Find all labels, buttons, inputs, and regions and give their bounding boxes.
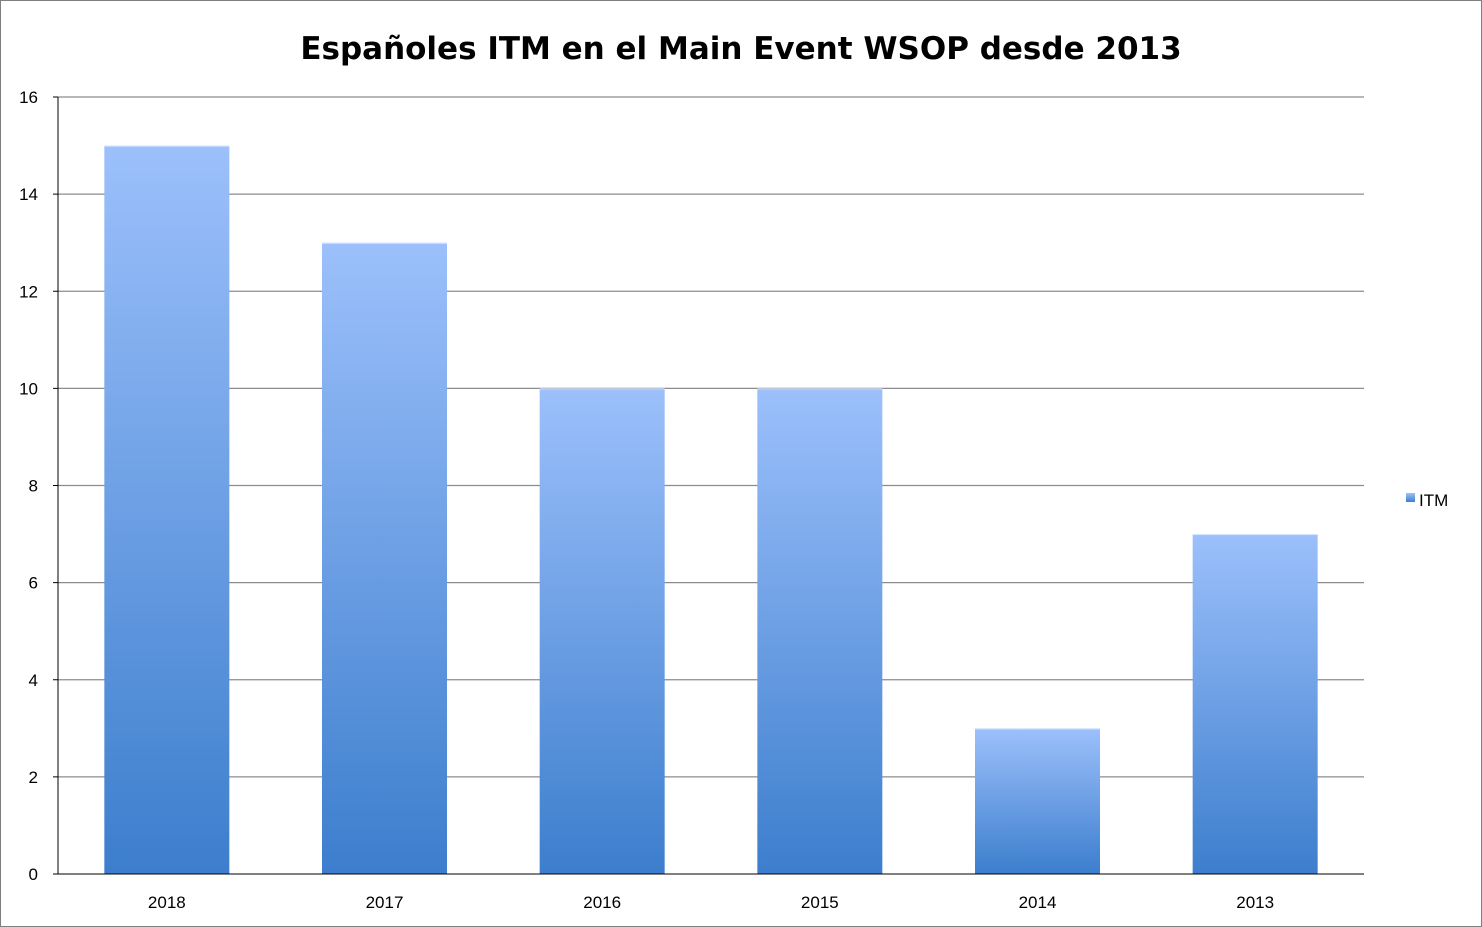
x-tick-label: 2018	[148, 893, 186, 912]
grid-lines	[53, 96, 1364, 875]
x-tick-label: 2017	[366, 893, 404, 912]
x-tick-label: 2016	[583, 893, 621, 912]
y-tick-label: 4	[29, 671, 38, 690]
y-tick-label: 16	[19, 88, 38, 107]
axes	[53, 97, 1364, 875]
bar-2013	[1192, 534, 1318, 874]
y-tick-label: 10	[19, 379, 38, 398]
bar-2015	[757, 388, 883, 874]
y-tick-label: 12	[19, 282, 38, 301]
y-tick-labels: 0 2 4 6 8 10 12 14 16	[19, 88, 38, 884]
y-tick-label: 6	[29, 574, 38, 593]
x-tick-label: 2015	[801, 893, 839, 912]
bars	[104, 145, 1318, 874]
y-tick-label: 2	[29, 768, 38, 787]
legend-swatch-itm	[1406, 493, 1415, 502]
legend-label-itm: ITM	[1419, 491, 1448, 510]
legend: ITM	[1406, 491, 1448, 510]
bar-2017	[322, 242, 447, 874]
bar-2016	[539, 388, 665, 874]
y-tick-label: 14	[19, 185, 38, 204]
x-tick-label: 2013	[1236, 893, 1274, 912]
x-tick-label: 2014	[1019, 893, 1057, 912]
y-tick-label: 0	[29, 865, 38, 884]
y-tick-label: 8	[29, 477, 38, 496]
chart-title: Españoles ITM en el Main Event WSOP desd…	[300, 31, 1181, 67]
bar-2018	[104, 145, 230, 874]
x-tick-labels: 2018 2017 2016 2015 2014 2013	[148, 893, 1274, 912]
bar-2014	[975, 728, 1100, 874]
